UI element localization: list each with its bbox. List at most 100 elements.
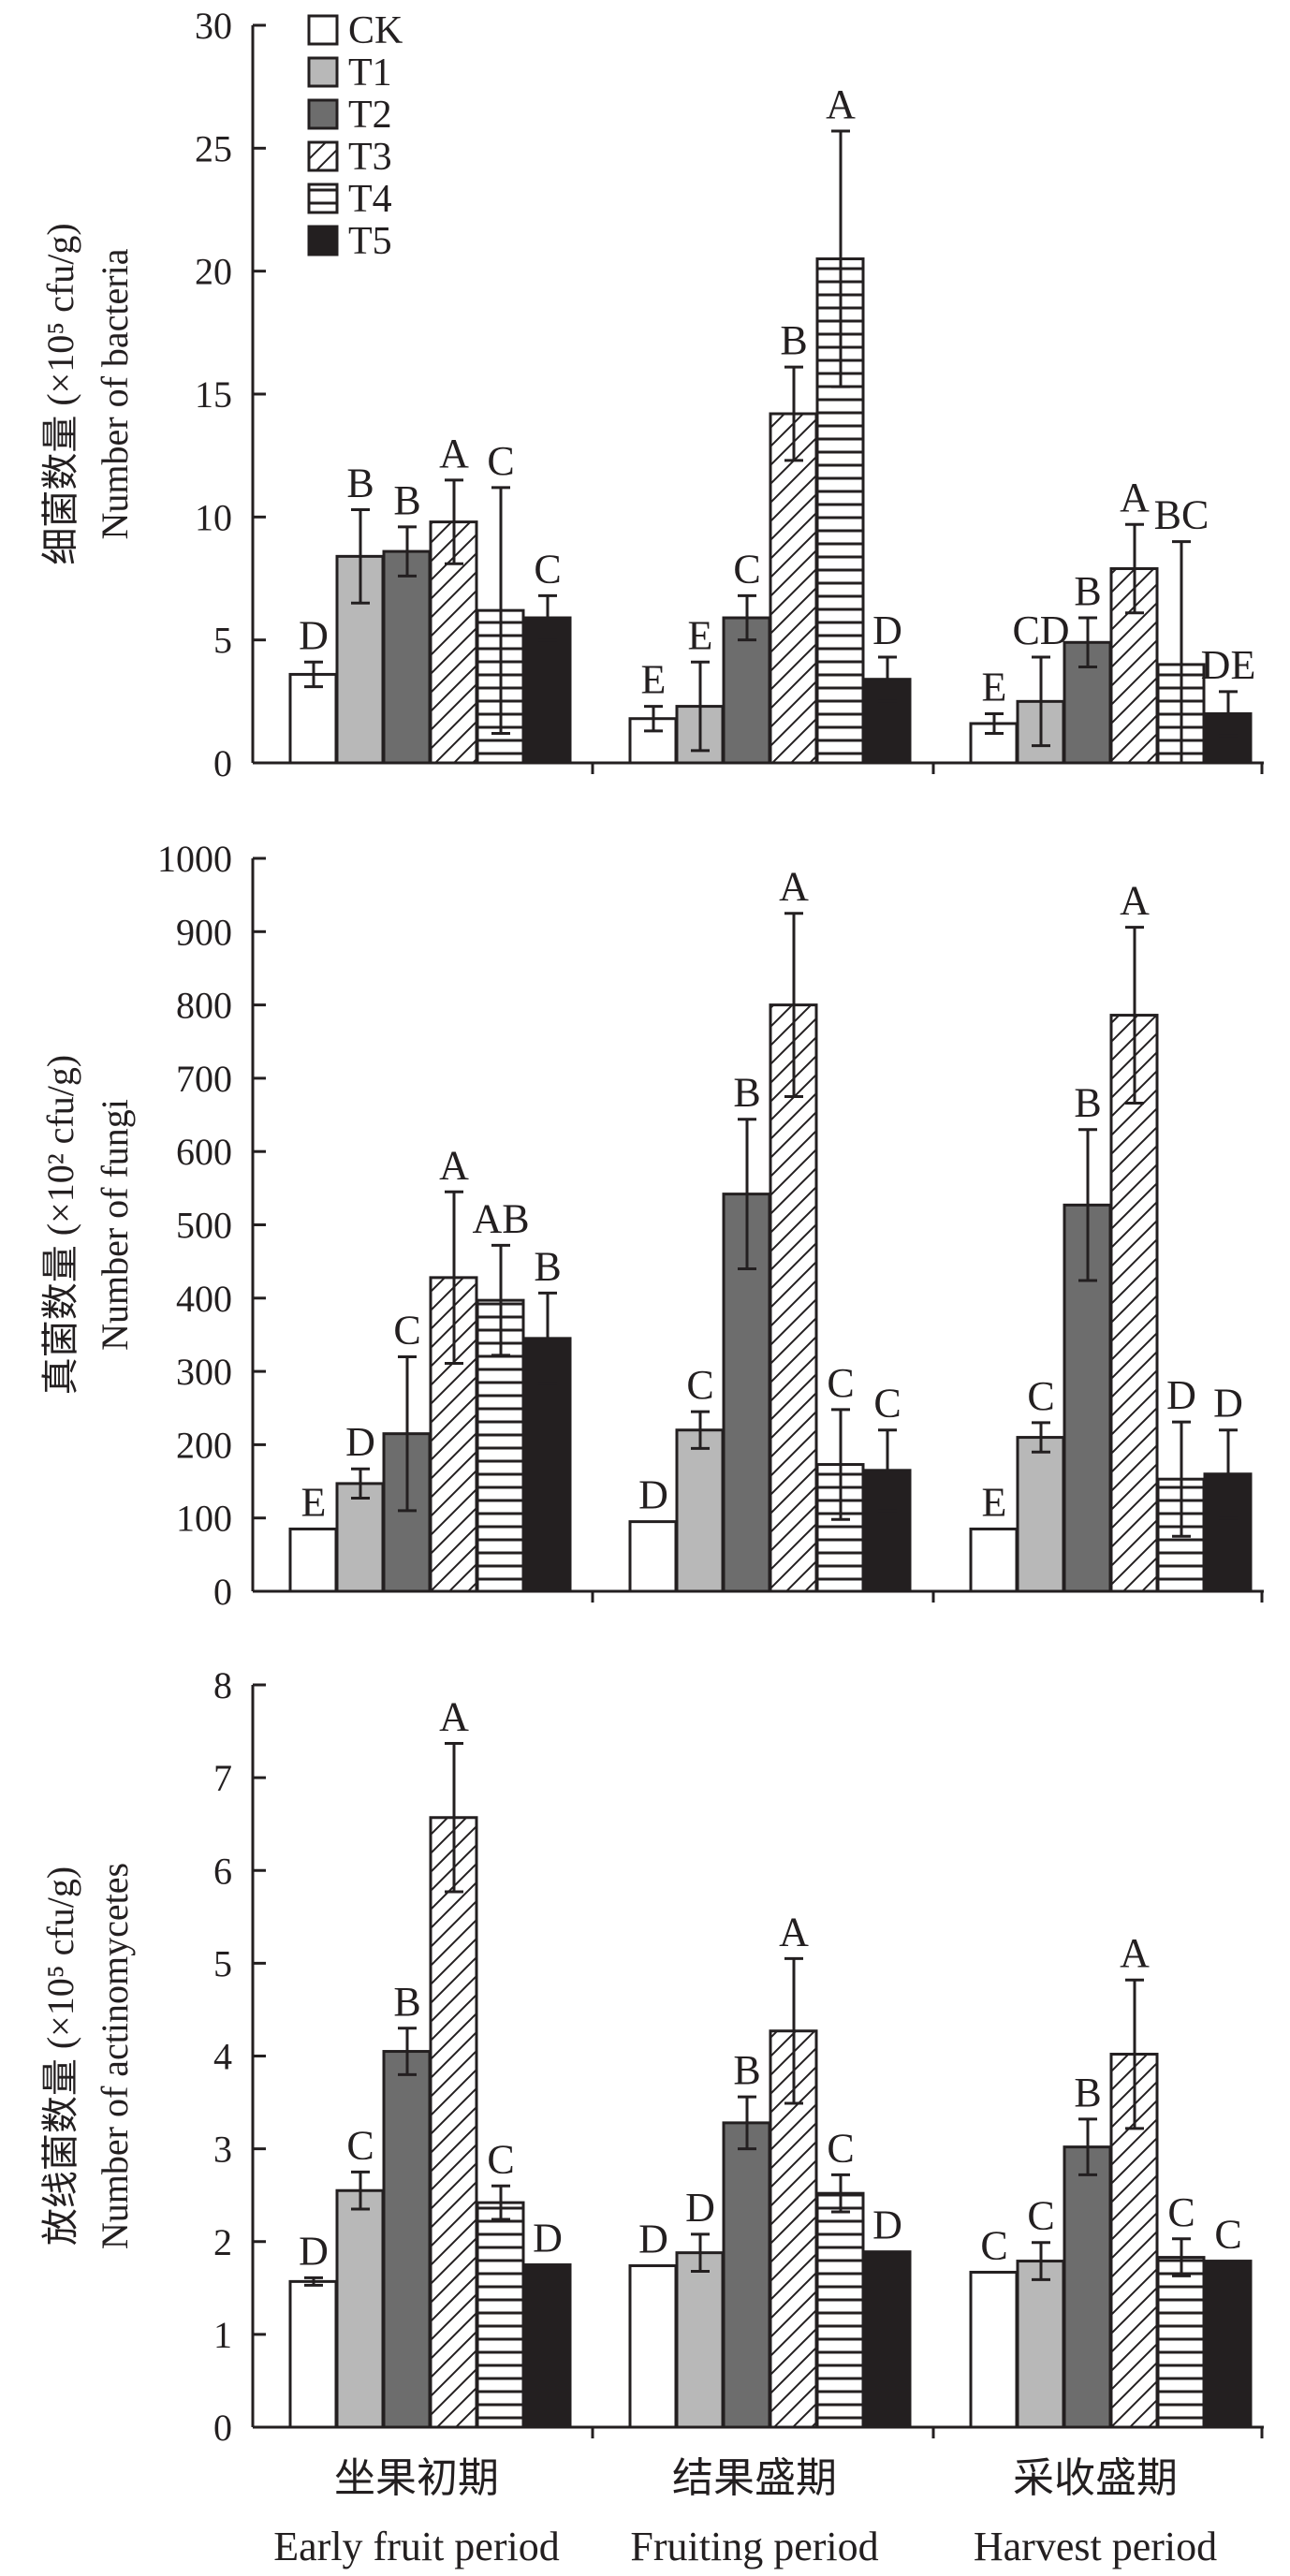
significance-letter: B (733, 1070, 760, 1116)
y-tick-label: 600 (176, 1131, 232, 1173)
y-tick-label: 0 (213, 2407, 232, 2449)
bar-CK-1 (288, 2279, 338, 2429)
y-tick-label: 800 (176, 985, 232, 1027)
bar-T4-1 (476, 2201, 525, 2429)
significance-letter: C (346, 2122, 374, 2168)
y-tick-label: 500 (176, 1205, 232, 1247)
y-tick-label: 300 (176, 1351, 232, 1393)
significance-letter: A (439, 1142, 469, 1188)
x-category-label-en: Harvest period (974, 2524, 1217, 2569)
legend-label-T5: T5 (348, 220, 392, 263)
significance-letter: BC (1154, 492, 1209, 538)
chart-panel-1: 0 5 10 15 20 25 30 细菌数量 (×10⁵ cfu/g) Number of b… (39, 5, 1264, 784)
bar-T5-2 (862, 2250, 912, 2429)
significance-letter: B (1074, 2070, 1101, 2115)
significance-letter: A (1120, 878, 1150, 924)
y-tick-label: 5 (213, 1942, 232, 1984)
chart-panel-3: 0 1 2 3 4 5 6 7 8 放线菌数量 (×10⁵ cfu/g) Number of act… (39, 1664, 1264, 2449)
bar-CK-1 (288, 672, 338, 765)
legend-swatch-T5 (307, 225, 339, 256)
significance-letter: E (982, 1479, 1007, 1525)
significance-letter: E (982, 664, 1007, 710)
significance-letter: C (980, 2222, 1007, 2268)
significance-letter: B (780, 317, 807, 363)
bar-T3-2 (769, 1003, 818, 1593)
significance-letter: A (826, 81, 856, 127)
bar-T2-2 (722, 616, 771, 765)
y-tick-label: 6 (213, 1850, 232, 1892)
significance-letter: B (1074, 1080, 1101, 1126)
y-axis-label-en: Number of actinomycetes (94, 1863, 136, 2249)
significance-letter: CD (1012, 607, 1069, 653)
y-tick-label: 200 (176, 1424, 232, 1466)
y-tick-label: 900 (176, 911, 232, 953)
significance-letter: B (1074, 568, 1101, 614)
y-tick-label: 0 (213, 1571, 232, 1613)
significance-letter: D (345, 1419, 375, 1465)
significance-letter: C (534, 546, 561, 592)
significance-letter: C (393, 1307, 420, 1353)
significance-letter: E (688, 612, 713, 658)
bar-T3-2 (769, 412, 818, 765)
bar-CK-1 (288, 1527, 338, 1593)
bar-CK-2 (628, 1520, 678, 1593)
y-tick-label: 400 (176, 1278, 232, 1320)
y-tick-label: 25 (195, 127, 232, 169)
x-category-label-cn: 结果盛期 (672, 2455, 837, 2501)
significance-letter: D (533, 2216, 563, 2261)
y-tick-label: 5 (213, 620, 232, 662)
significance-letter: C (487, 2136, 514, 2182)
significance-letter: B (534, 1243, 561, 1289)
chart-panel-2: 0 100 200 300 400 500 600 700 800 900 1000 真菌数量 (×1… (39, 838, 1264, 1613)
y-axis-label-cn: 真菌数量 (×10² cfu/g) (39, 1055, 81, 1395)
y-axis-label-en: Number of fungi (94, 1099, 136, 1351)
legend-label-T4: T4 (348, 178, 392, 221)
y-tick-label: 1 (213, 2314, 232, 2356)
significance-letter: C (1167, 2189, 1195, 2235)
y-axis-label-cn: 细菌数量 (×10⁵ cfu/g) (39, 223, 81, 564)
significance-letter: D (872, 2203, 902, 2248)
x-category-label-cn: 采收盛期 (1013, 2455, 1178, 2501)
significance-letter: D (1166, 1372, 1196, 1418)
significance-letter: C (1027, 2193, 1054, 2239)
bar-T1-3 (1016, 2260, 1065, 2429)
bar-CK-3 (969, 2270, 1019, 2429)
bar-CK-3 (969, 1527, 1019, 1593)
significance-letter: C (827, 2125, 854, 2171)
bar-T4-2 (815, 2191, 865, 2429)
bar-T4-2 (815, 257, 865, 765)
significance-letter: B (346, 460, 374, 505)
x-axis-labels: 坐果初期 结果盛期 采收盛期 Early fruit period Fruiting p… (273, 2455, 1217, 2569)
legend-swatch-CK (307, 14, 339, 46)
significance-letter: D (1213, 1381, 1243, 1427)
y-tick-label: 10 (195, 496, 232, 538)
significance-letter: A (439, 431, 469, 476)
bar-T1-2 (675, 1428, 725, 1593)
significance-letter: D (638, 1472, 668, 1518)
significance-letter: AB (472, 1195, 529, 1241)
significance-letter: D (872, 607, 902, 653)
bar-T1-2 (675, 2251, 725, 2429)
significance-letter: C (1214, 2212, 1241, 2258)
bar-T4-3 (1156, 2256, 1206, 2429)
significance-letter: C (873, 1381, 901, 1427)
bar-T3-3 (1109, 1014, 1159, 1593)
bar-T1-3 (1016, 1436, 1065, 1593)
significance-letter: B (393, 477, 420, 523)
bar-T3-1 (429, 1816, 478, 2429)
x-category-label-en: Fruiting period (630, 2524, 878, 2569)
legend-label-CK: CK (348, 9, 403, 52)
significance-letter: A (779, 864, 809, 910)
y-tick-label: 0 (213, 742, 232, 784)
legend-label-T1: T1 (348, 51, 392, 95)
significance-letter: DE (1201, 642, 1256, 688)
y-tick-label: 1000 (157, 838, 232, 880)
x-category-label-cn: 坐果初期 (334, 2455, 499, 2501)
y-tick-label: 8 (213, 1664, 232, 1706)
y-tick-label: 3 (213, 2129, 232, 2171)
significance-letter: A (1120, 1930, 1150, 1976)
bar-T2-3 (1063, 2145, 1112, 2429)
bar-T2-1 (382, 2050, 432, 2429)
